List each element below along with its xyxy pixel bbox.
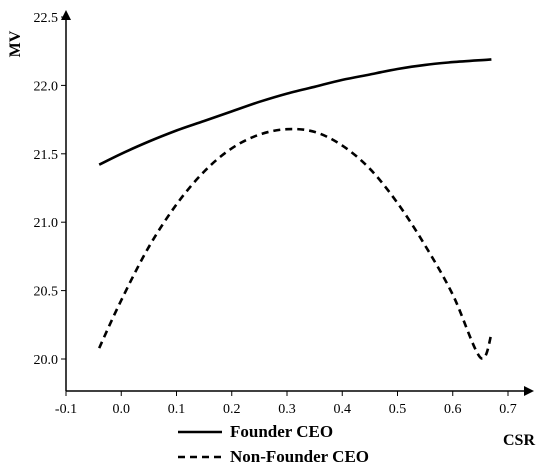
legend: Founder CEO Non-Founder CEO <box>178 422 369 466</box>
x-axis-title: CSR <box>503 432 535 449</box>
x-tick-label: 0.7 <box>499 402 517 417</box>
y-tick-label: 22.0 <box>34 79 59 94</box>
x-tick-label: 0.3 <box>278 402 296 417</box>
y-axis-title: MV <box>7 30 24 57</box>
y-tick-label: 21.5 <box>34 148 59 163</box>
legend-label: Non-Founder CEO <box>230 447 369 466</box>
axes: -0.1 0.0 0.1 0.2 0.3 0.4 0.5 0.6 0.7 20.0 20.5 21.0… <box>7 10 535 449</box>
x-tick-label: 0.6 <box>444 402 462 417</box>
series-line-non-founder-ceo <box>98 127 493 360</box>
y-tick-label: 21.0 <box>34 216 59 231</box>
series-line-founder-ceo <box>98 58 492 166</box>
x-tick-label: 0.1 <box>168 402 186 417</box>
x-tick-label: 0.5 <box>389 402 407 417</box>
x-tick-label: 0.2 <box>223 402 241 417</box>
y-tick-label: 20.5 <box>34 285 59 300</box>
x-tick-label: 0.4 <box>334 402 352 417</box>
x-tick-label: 0.0 <box>113 402 131 417</box>
series-lines <box>98 58 493 360</box>
legend-label: Founder CEO <box>230 422 333 441</box>
y-tick-label: 20.0 <box>34 353 59 368</box>
y-tick-label: 22.5 <box>34 11 59 26</box>
x-tick-label: -0.1 <box>55 402 77 417</box>
